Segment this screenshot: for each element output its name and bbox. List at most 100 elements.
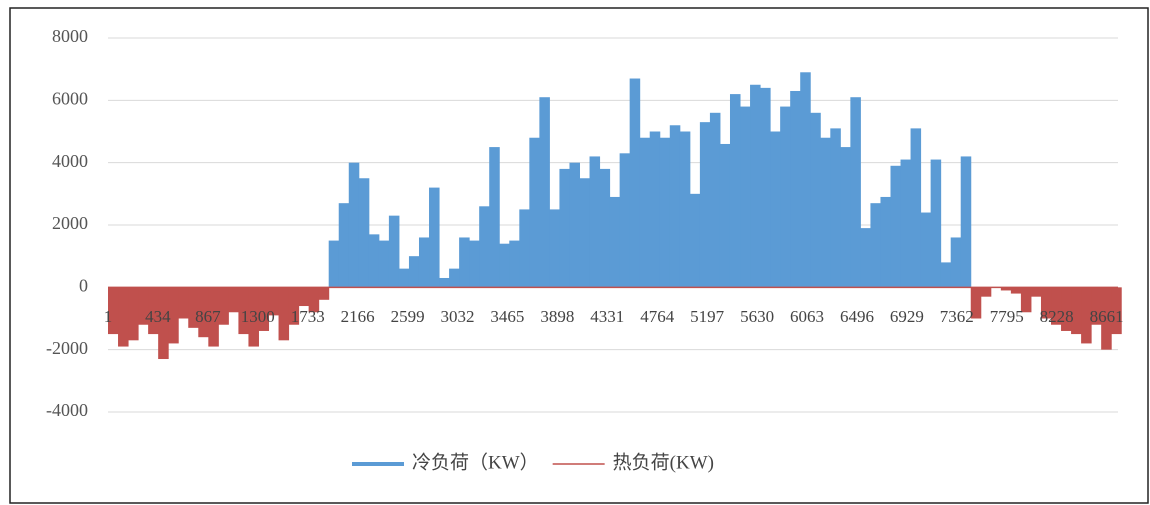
x-tick-label: 6063	[790, 307, 824, 326]
y-tick-label: 2000	[52, 213, 88, 233]
bar	[268, 287, 280, 316]
bar	[639, 137, 651, 288]
bar	[780, 106, 791, 288]
y-tick-label: 6000	[52, 88, 88, 108]
x-tick-label: 1733	[291, 307, 325, 326]
bar	[709, 112, 721, 288]
bar	[719, 143, 731, 288]
bar	[790, 90, 801, 288]
x-tick-label: 434	[145, 307, 171, 326]
bar	[158, 287, 169, 360]
bar	[338, 203, 350, 288]
bar	[318, 287, 330, 300]
bar	[599, 168, 611, 288]
bar	[1051, 287, 1062, 325]
bar	[298, 287, 310, 307]
bar	[439, 277, 450, 288]
x-tick-label: 867	[195, 307, 221, 326]
bar	[388, 215, 400, 288]
bar	[148, 287, 159, 335]
x-tick-label: 7362	[940, 307, 974, 326]
x-tick-label: 3898	[540, 307, 574, 326]
bar	[519, 209, 530, 288]
bar	[920, 212, 932, 288]
y-tick-label: 0	[79, 275, 88, 295]
bar	[820, 137, 831, 288]
bar	[418, 237, 430, 288]
bar	[1071, 287, 1082, 335]
bar	[1081, 287, 1092, 344]
bar	[569, 162, 581, 288]
bar	[629, 78, 641, 288]
x-tick-label: 8228	[1040, 307, 1074, 326]
bar	[750, 84, 761, 288]
bar	[649, 131, 661, 288]
bar	[659, 137, 671, 288]
bar	[1000, 287, 1012, 291]
bar	[408, 256, 420, 288]
bar	[800, 72, 811, 288]
bar	[860, 228, 871, 288]
x-tick-label: 4764	[640, 307, 675, 326]
bar	[729, 94, 741, 288]
bar	[549, 209, 560, 288]
bar	[930, 159, 942, 288]
bar	[429, 187, 440, 288]
bar	[960, 156, 972, 288]
bar	[880, 196, 891, 288]
x-tick-label: 3465	[490, 307, 524, 326]
x-tick-label: 2166	[341, 307, 375, 326]
bar	[398, 268, 410, 288]
bar	[278, 287, 290, 341]
bar	[479, 206, 490, 288]
bar	[679, 131, 691, 288]
x-tick-label: 5630	[740, 307, 774, 326]
bar	[890, 165, 902, 288]
bar	[108, 287, 119, 335]
legend-label: 热负荷(KW)	[613, 451, 714, 473]
bar	[208, 287, 219, 347]
bar	[1091, 287, 1102, 325]
bar	[358, 178, 370, 288]
bar	[128, 287, 139, 341]
bar	[459, 237, 470, 288]
x-tick-label: 1300	[241, 307, 275, 326]
bar	[228, 287, 239, 313]
x-tick-label: 2599	[391, 307, 425, 326]
bar	[288, 287, 300, 325]
bar	[138, 287, 149, 325]
bar	[980, 287, 992, 297]
x-tick-label: 6929	[890, 307, 924, 326]
bar	[258, 287, 270, 331]
bar	[810, 112, 821, 288]
bar	[900, 159, 912, 288]
bar	[188, 287, 199, 328]
bar	[840, 147, 851, 288]
bar	[168, 287, 179, 344]
bar	[178, 287, 189, 319]
bar	[238, 287, 249, 335]
bar	[308, 287, 320, 313]
bar	[830, 128, 841, 288]
bar	[539, 97, 550, 288]
bar	[118, 287, 129, 347]
bar	[870, 203, 881, 288]
x-tick-label: 8661	[1090, 307, 1124, 326]
bar	[489, 147, 500, 288]
bar	[850, 97, 861, 288]
bar	[760, 87, 771, 288]
y-tick-label: 8000	[52, 26, 88, 46]
x-tick-label: 4331	[590, 307, 624, 326]
bar	[699, 122, 711, 288]
bar	[378, 240, 390, 288]
bar	[529, 137, 540, 288]
bar	[589, 156, 601, 288]
bar	[509, 240, 520, 288]
bar	[348, 162, 360, 288]
bar	[198, 287, 209, 338]
bar	[619, 153, 631, 288]
bar	[499, 243, 510, 288]
bar	[740, 106, 751, 288]
bar	[770, 131, 781, 288]
